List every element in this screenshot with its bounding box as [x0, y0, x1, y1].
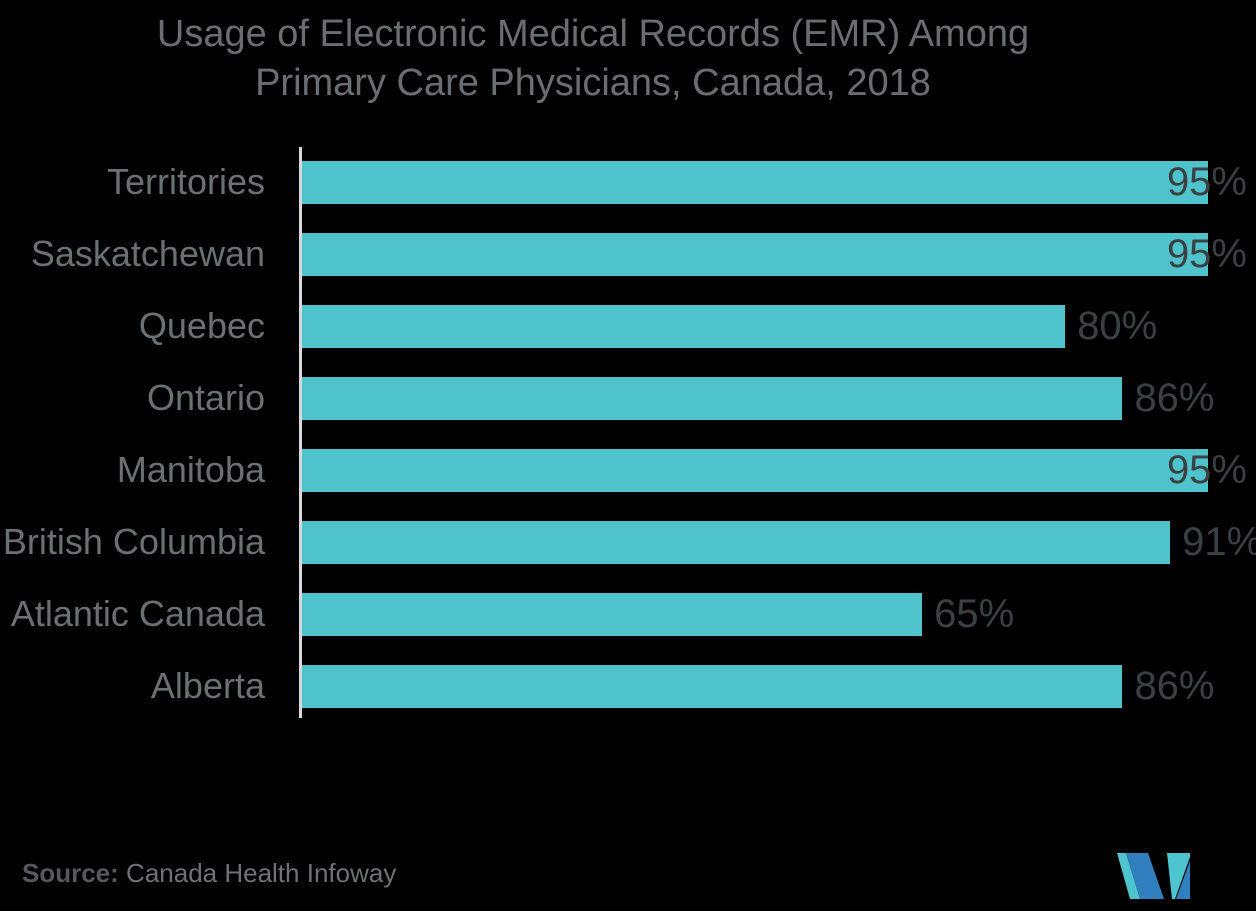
- category-label: Ontario: [146, 377, 265, 418]
- bar-row: Alberta 86%: [0, 650, 1256, 722]
- chart-title: Usage of Electronic Medical Records (EMR…: [0, 10, 1186, 108]
- bar-track: 65%: [302, 592, 1256, 636]
- bar-row: Ontario 86%: [0, 362, 1256, 434]
- value-label: 91%: [1182, 520, 1256, 564]
- category-label: Manitoba: [116, 449, 265, 490]
- bar-track: 80%: [302, 304, 1256, 348]
- bar-track: 95%: [302, 232, 1256, 276]
- source-label: Source:: [22, 858, 119, 888]
- bar: [302, 160, 1209, 204]
- bar: [302, 304, 1066, 348]
- y-axis-line: [299, 147, 302, 718]
- bar: [302, 664, 1123, 708]
- chart-title-line1: Usage of Electronic Medical Records (EMR…: [156, 13, 1030, 55]
- value-label: 86%: [1134, 376, 1215, 420]
- category-label: Saskatchewan: [30, 233, 265, 274]
- bar-chart: Territories 95% Saskatchewan 95% Quebec 80% On…: [0, 146, 1256, 724]
- bar-track: 95%: [302, 160, 1256, 204]
- logo-blue-band: [1126, 853, 1164, 899]
- source-note: Source: Canada Health Infoway: [22, 858, 396, 889]
- category-label: Atlantic Canada: [10, 593, 265, 634]
- mordor-intelligence-logo: [1117, 853, 1190, 899]
- bar: [302, 520, 1171, 564]
- value-label: 95%: [1166, 232, 1247, 276]
- value-label: 65%: [934, 592, 1015, 636]
- bar-track: 86%: [302, 664, 1256, 708]
- bar-row: Manitoba 95%: [0, 434, 1256, 506]
- bar-row: Quebec 80%: [0, 290, 1256, 362]
- bar-rows: Territories 95% Saskatchewan 95% Quebec 80% On…: [0, 146, 1256, 722]
- category-label: Alberta: [150, 665, 265, 706]
- bar-row: Atlantic Canada 65%: [0, 578, 1256, 650]
- category-label: Territories: [106, 161, 265, 202]
- value-label: 86%: [1134, 664, 1215, 708]
- category-label: Quebec: [138, 305, 265, 346]
- category-label: British Columbia: [2, 521, 265, 562]
- bar: [302, 592, 923, 636]
- bar-track: 95%: [302, 448, 1256, 492]
- bar: [302, 376, 1123, 420]
- logo-teal-block: [1167, 853, 1190, 899]
- bar-track: 91%: [302, 520, 1256, 564]
- logo-teal-band: [1117, 853, 1140, 899]
- value-label: 95%: [1166, 160, 1247, 204]
- logo-blue-corner: [1176, 861, 1190, 899]
- bar-row: British Columbia 91%: [0, 506, 1256, 578]
- bar-track: 86%: [302, 376, 1256, 420]
- bar-row: Territories 95%: [0, 146, 1256, 218]
- bar: [302, 232, 1209, 276]
- value-label: 95%: [1166, 448, 1247, 492]
- bar: [302, 448, 1209, 492]
- source-value: Canada Health Infoway: [118, 858, 397, 888]
- bar-row: Saskatchewan 95%: [0, 218, 1256, 290]
- value-label: 80%: [1077, 304, 1158, 348]
- chart-title-line2: Primary Care Physicians, Canada, 2018: [255, 62, 931, 104]
